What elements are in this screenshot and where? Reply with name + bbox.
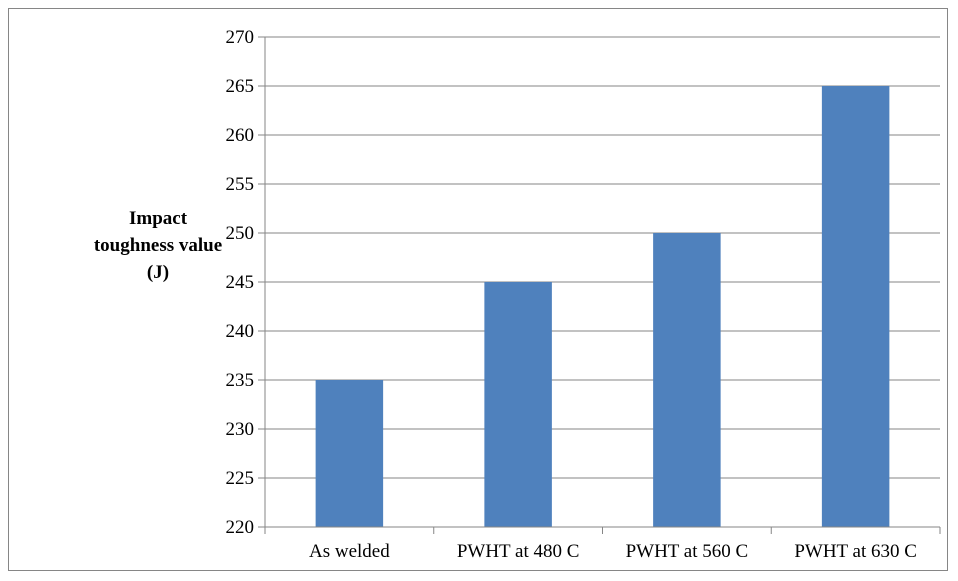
y-tick-labels: 220 225 230 235 240 245 250 255 260 265 270 xyxy=(226,27,255,538)
x-tick-label: PWHT at 560 C xyxy=(626,541,749,562)
bar xyxy=(653,233,721,527)
bar xyxy=(484,282,552,527)
y-tick-label: 230 xyxy=(226,419,255,440)
chart-frame xyxy=(8,8,948,571)
x-tick-label: PWHT at 480 C xyxy=(457,541,580,562)
y-tick-label: 255 xyxy=(226,174,255,195)
y-tick-label: 240 xyxy=(226,321,255,342)
y-tick-label: 220 xyxy=(226,517,255,538)
y-tick-label: 235 xyxy=(226,370,255,391)
bar xyxy=(315,380,384,527)
x-tick-labels: As welded PWHT at 480 C PWHT at 560 C PWHT … xyxy=(309,541,917,562)
bar xyxy=(821,86,890,527)
y-axis-label-line-3: (J) xyxy=(146,262,170,283)
x-tick-label: PWHT at 630 C xyxy=(794,541,917,562)
y-tick-label: 265 xyxy=(226,76,255,97)
x-tick-label: As welded xyxy=(309,541,390,562)
axes xyxy=(258,36,941,534)
y-tick-label: 250 xyxy=(226,223,255,244)
y-axis-label-line-1: Impact xyxy=(128,208,188,229)
bars xyxy=(315,86,890,527)
y-axis-label: Impact toughness value (J) xyxy=(88,205,228,286)
y-axis-label-line-2: toughness value xyxy=(93,235,223,256)
y-tick-label: 260 xyxy=(226,125,255,146)
y-tick-label: 245 xyxy=(226,272,255,293)
y-tick-label: 270 xyxy=(226,27,255,48)
y-tick-label: 225 xyxy=(226,468,255,489)
